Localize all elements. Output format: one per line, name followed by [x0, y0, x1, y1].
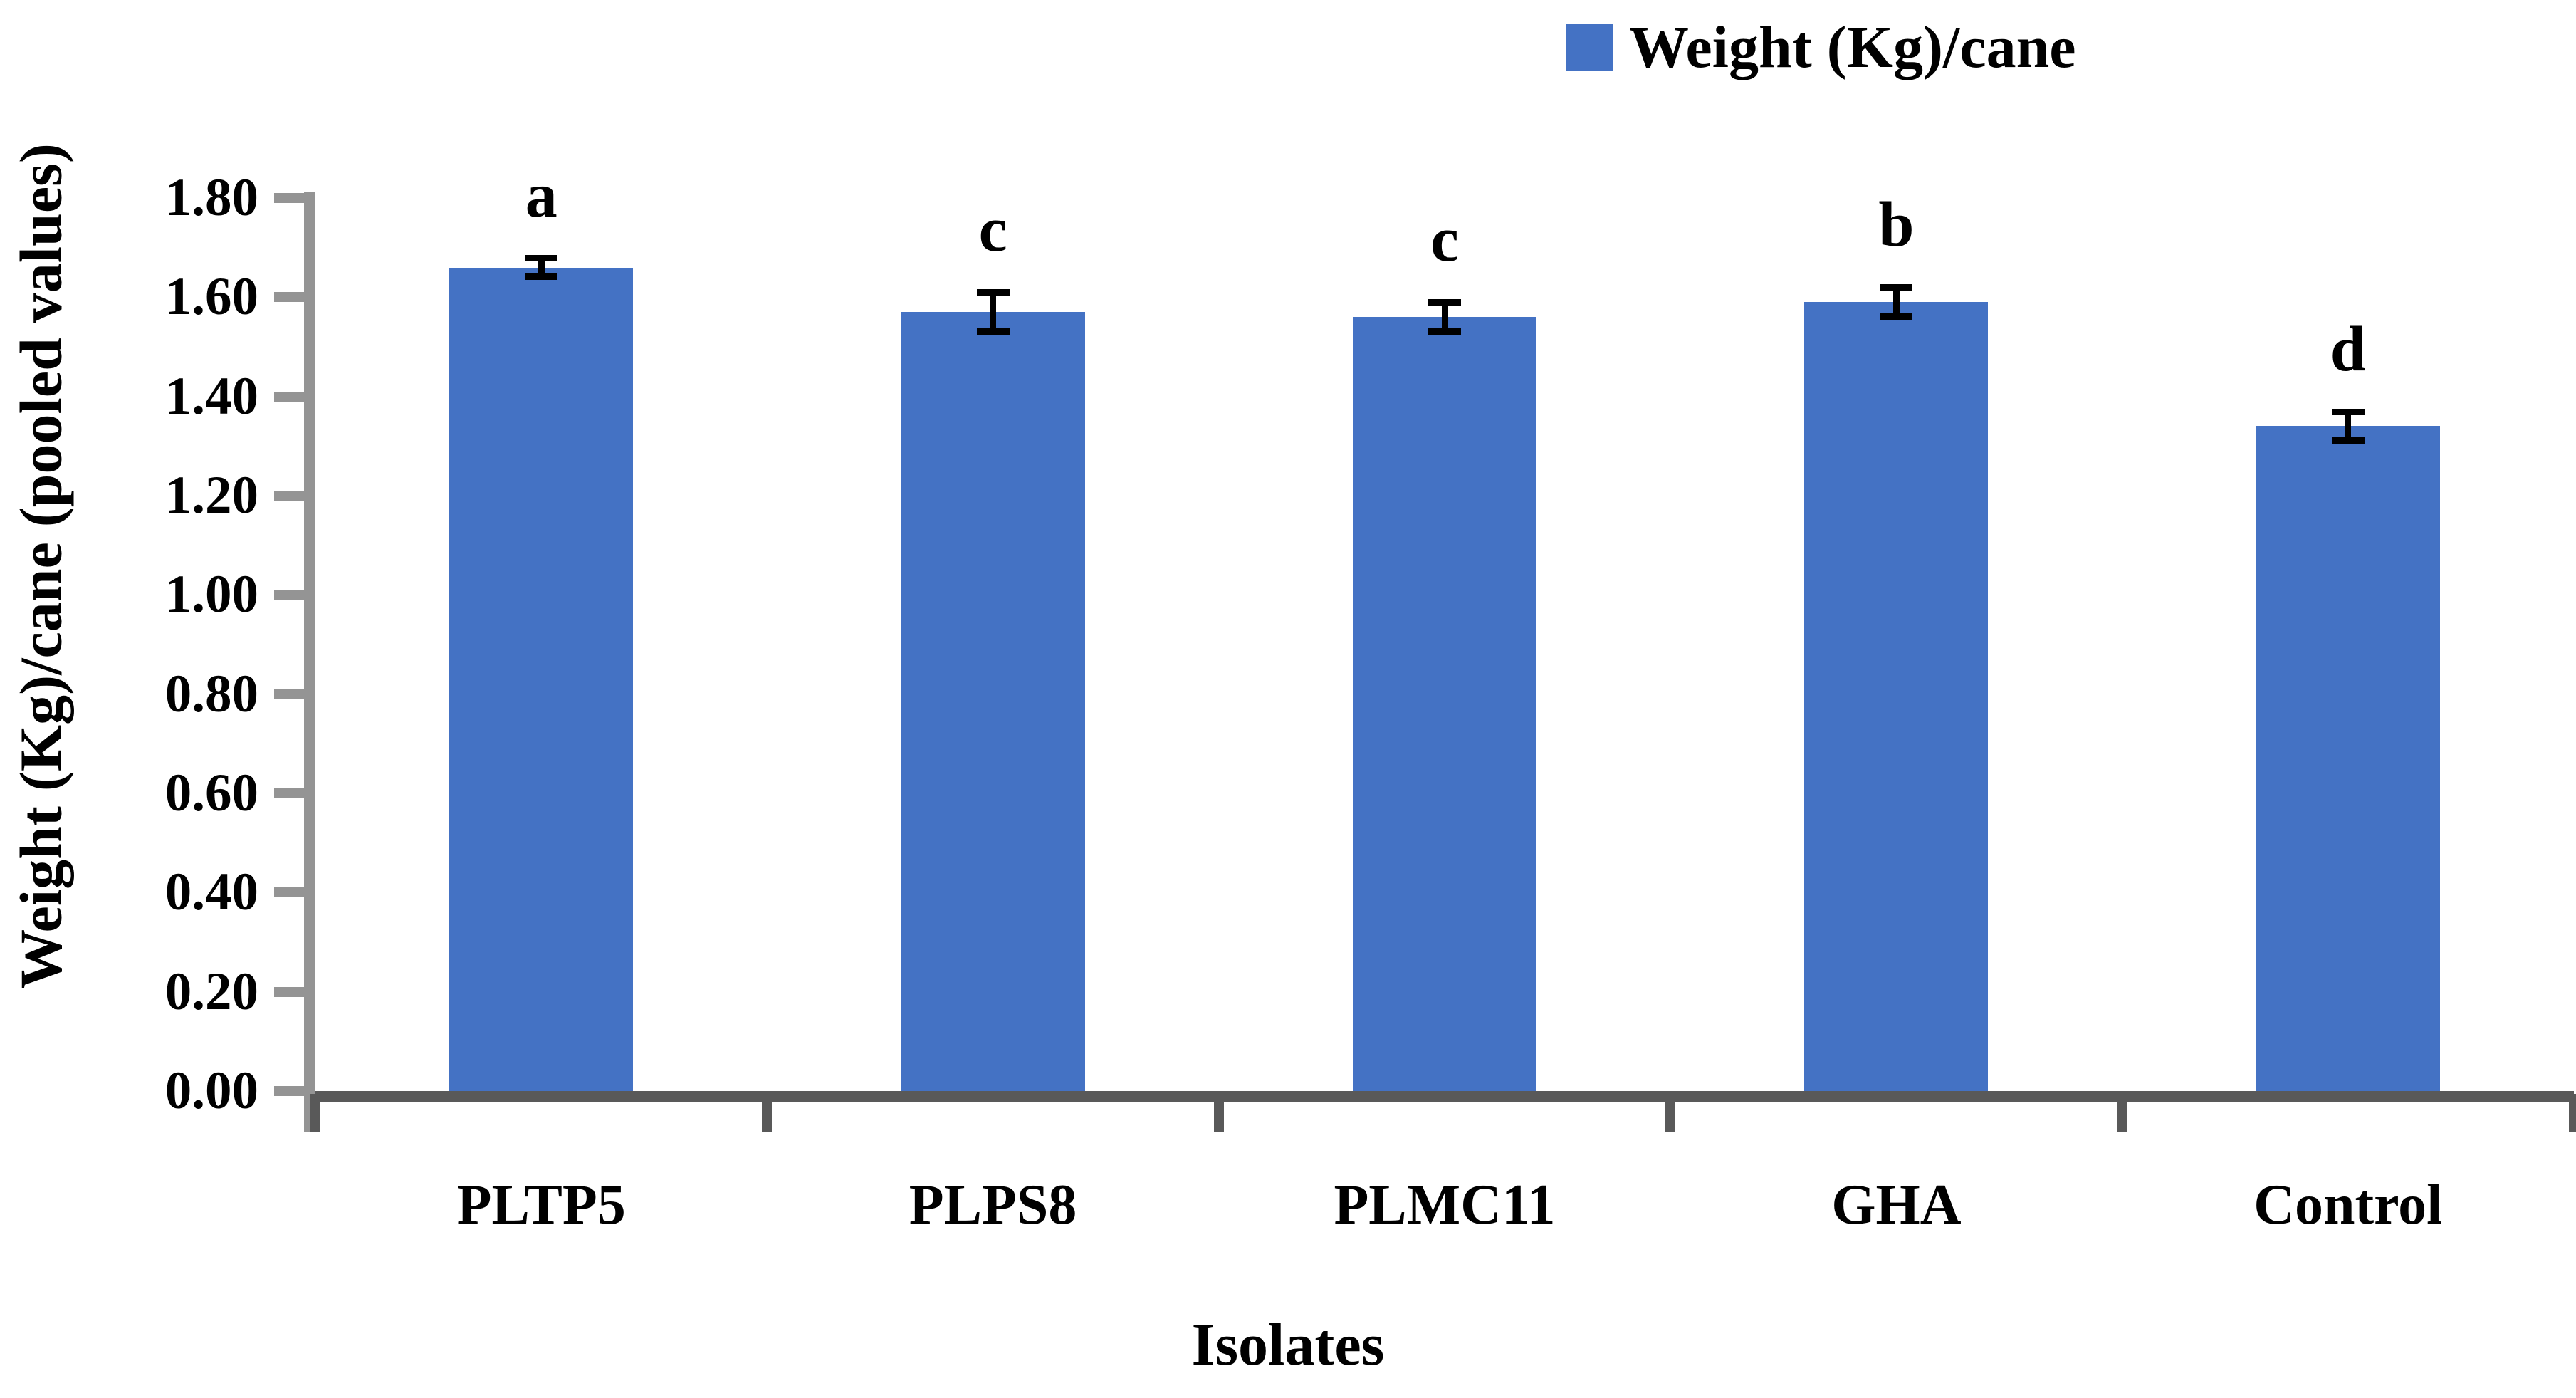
category-label: Control — [2253, 1174, 2443, 1236]
y-tick — [274, 491, 304, 501]
legend: Weight (Kg)/cane — [1566, 13, 2076, 82]
bar — [449, 267, 634, 1091]
y-tick-label: 1.60 — [164, 267, 258, 327]
significance-letter: a — [525, 160, 557, 231]
error-cap-bottom — [1880, 313, 1913, 320]
error-cap-bottom — [976, 328, 1010, 335]
x-axis-title: Isolates — [1191, 1312, 1385, 1378]
significance-letter: b — [1878, 189, 1915, 261]
y-tick-label: 0.00 — [164, 1061, 258, 1120]
error-cap-top — [1428, 299, 1461, 306]
bar — [1804, 302, 1989, 1091]
y-tick — [274, 193, 304, 203]
y-tick-label: 0.20 — [164, 961, 258, 1021]
y-tick — [274, 887, 304, 898]
significance-letter: c — [1430, 204, 1459, 276]
category-label: PLMC11 — [1334, 1174, 1556, 1236]
y-tick-label: 1.40 — [164, 366, 258, 426]
x-tick — [762, 1094, 773, 1132]
y-tick-label: 1.20 — [164, 466, 258, 525]
plot-area: 0.00 0.20 0.40 0.60 0.80 1.00 1.20 1.40 1.60 1.80… — [165, 160, 2576, 1236]
bar — [901, 312, 1085, 1091]
significance-letter: c — [978, 194, 1007, 266]
bar — [2256, 426, 2440, 1091]
x-axis-line — [315, 1091, 2574, 1102]
y-axis-line — [304, 192, 315, 1132]
y-tick-label: 1.80 — [164, 168, 258, 227]
y-tick-label: 0.80 — [164, 664, 258, 724]
error-cap-bottom — [1428, 328, 1461, 335]
y-tick-label: 0.40 — [164, 862, 258, 922]
significance-letter: d — [2330, 313, 2366, 385]
category-label: PLTP5 — [456, 1174, 626, 1236]
category-label: GHA — [1831, 1174, 1962, 1236]
x-tick — [2117, 1094, 2127, 1132]
legend-label: Weight (Kg)/cane — [1629, 14, 2076, 80]
category-label: PLPS8 — [909, 1174, 1077, 1236]
error-bar — [1441, 302, 1448, 333]
y-tick-label: 0.60 — [164, 763, 258, 823]
error-cap-top — [976, 289, 1010, 296]
error-cap-bottom — [2331, 437, 2365, 444]
error-cap-bottom — [525, 273, 558, 281]
x-tick — [1665, 1094, 1676, 1132]
bar — [1353, 317, 1536, 1091]
y-tick — [274, 788, 304, 798]
x-tick — [1213, 1094, 1224, 1132]
error-cap-top — [525, 254, 558, 261]
y-tick — [274, 689, 304, 699]
error-cap-top — [1880, 284, 1913, 291]
x-tick — [310, 1094, 320, 1132]
error-bar — [2345, 411, 2352, 442]
error-cap-top — [2331, 408, 2365, 415]
error-bar — [990, 292, 997, 333]
y-tick — [274, 292, 304, 303]
x-tick — [2569, 1094, 2576, 1132]
y-tick-label: 1.00 — [164, 565, 258, 625]
error-bar — [1892, 287, 1900, 318]
y-tick — [274, 986, 304, 997]
y-tick — [274, 1086, 304, 1096]
y-tick — [274, 590, 304, 600]
error-bar — [538, 257, 545, 278]
y-tick — [274, 391, 304, 402]
legend-swatch-icon — [1566, 24, 1613, 71]
